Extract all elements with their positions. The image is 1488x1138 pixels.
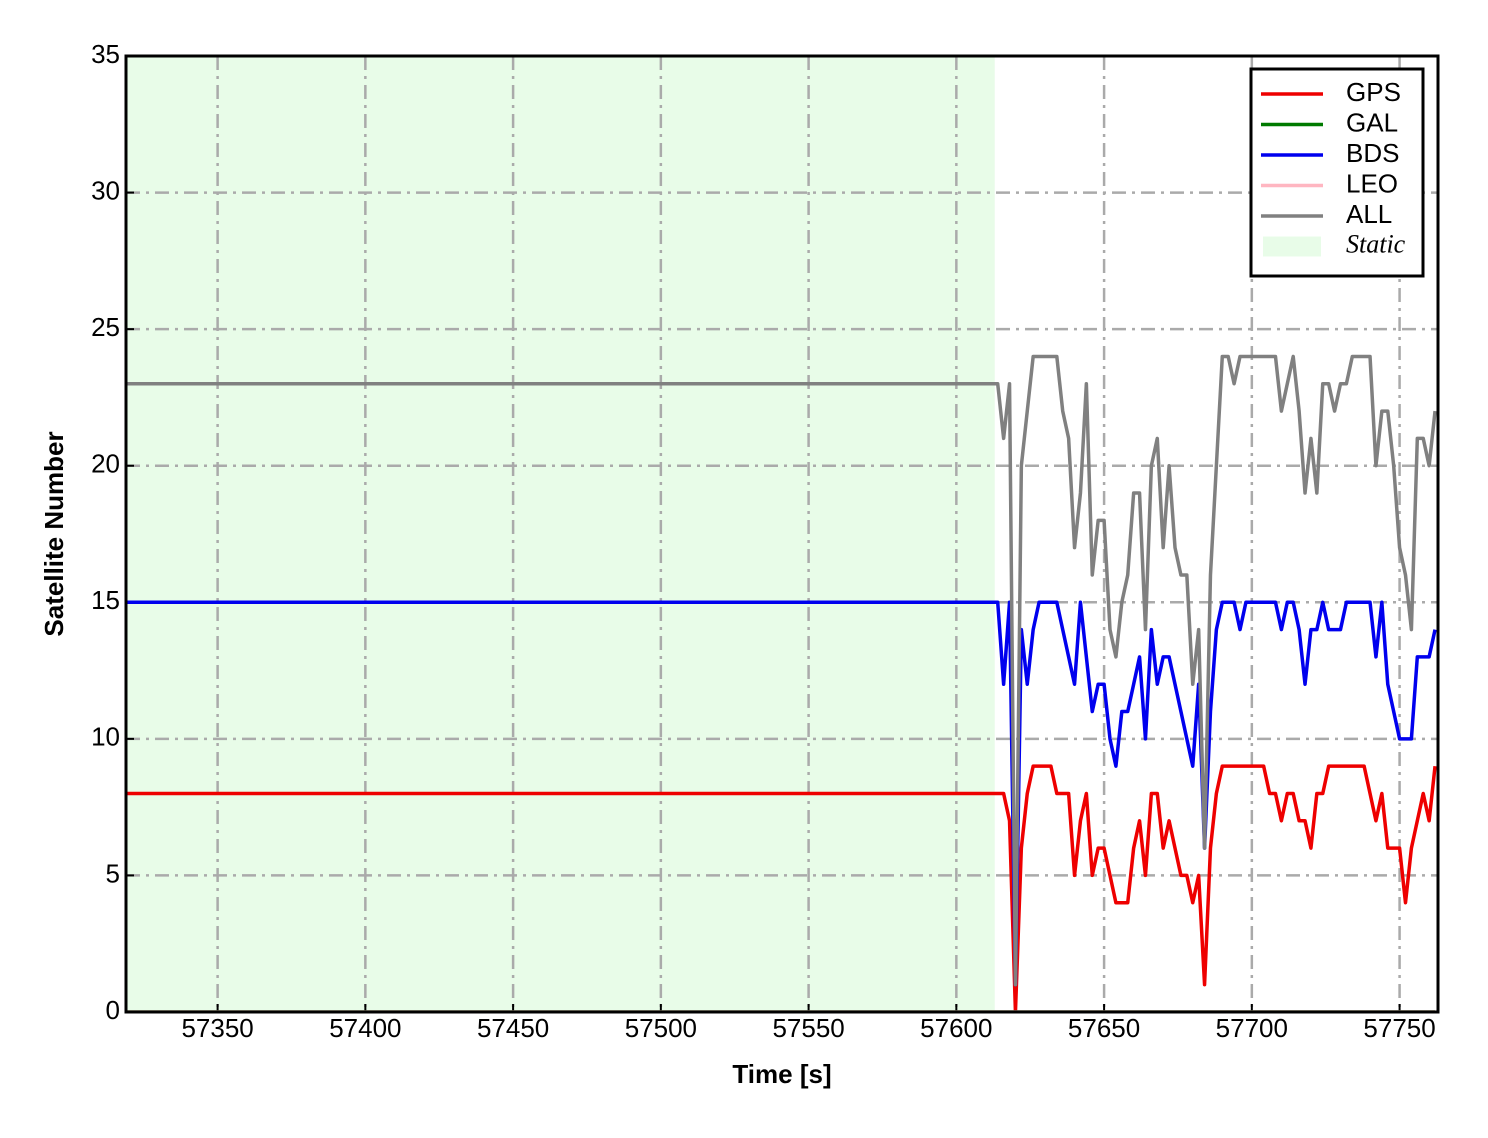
series-line [126, 354, 1437, 987]
x-tick-label: 57450 [477, 1013, 549, 1043]
static-region [126, 56, 995, 1012]
y-axis-label: Satellite Number [39, 431, 69, 636]
y-tick-label: 10 [91, 722, 120, 752]
y-tick-label: 20 [91, 449, 120, 479]
y-tick-label: 5 [106, 858, 120, 888]
legend-label: Static [1346, 229, 1406, 258]
y-tick-label: 15 [91, 585, 120, 615]
x-tick-label: 57600 [920, 1013, 992, 1043]
x-tick-label: 57350 [181, 1013, 253, 1043]
y-tick-label: 35 [91, 39, 120, 69]
x-tick-label: 57650 [1068, 1013, 1140, 1043]
legend-swatch [1263, 236, 1321, 257]
plot-frame [124, 54, 1440, 1014]
y-tick-label: 25 [91, 312, 120, 342]
legend-label: LEO [1346, 168, 1398, 198]
x-tick-label: 57550 [772, 1013, 844, 1043]
series-line [126, 764, 1437, 1012]
legend-label: BDS [1346, 138, 1399, 168]
x-tick-label: 57500 [625, 1013, 697, 1043]
x-axis-label: Time [s] [732, 1059, 831, 1089]
legend-label: GPS [1346, 77, 1401, 107]
x-tick-label: 57750 [1363, 1013, 1435, 1043]
x-tick-label: 57400 [329, 1013, 401, 1043]
y-tick-label: 0 [106, 995, 120, 1025]
x-tick-label: 57700 [1216, 1013, 1288, 1043]
series-line [126, 600, 1437, 987]
legend-label: ALL [1346, 199, 1392, 229]
y-tick-label: 30 [91, 175, 120, 205]
legend-label: GAL [1346, 107, 1398, 137]
